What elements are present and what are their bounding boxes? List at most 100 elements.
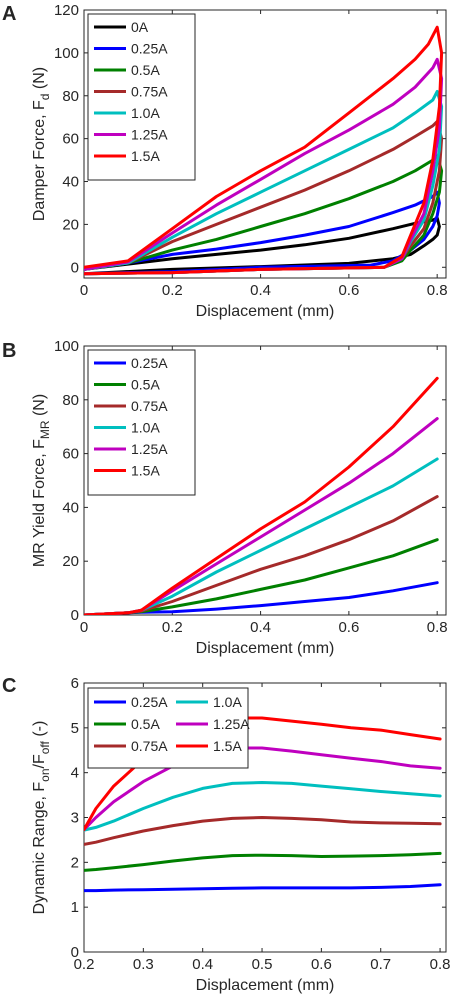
- legend-item: 1.5A: [176, 738, 242, 754]
- series-line-1_5a: [84, 25, 444, 276]
- series-line-0_75a: [84, 816, 442, 846]
- legend-item: 1.25A: [94, 127, 168, 143]
- y-axis-label: Dynamic Range, Fon/Foff (-): [31, 721, 52, 915]
- legend-item: 0.5A: [94, 716, 160, 732]
- legend-item: 1.5A: [94, 463, 160, 479]
- legend-label: 0.5A: [131, 716, 160, 732]
- legend: 0.25A 0.5A 0.75A 1.0A 1.25A 1.5A: [87, 687, 250, 769]
- y-axis-label-unit: (N): [31, 394, 48, 421]
- legend-item: 1.0A: [94, 105, 160, 121]
- series-lines: [84, 376, 439, 615]
- legend-item: 0.5A: [94, 377, 160, 393]
- legend-box: [87, 13, 196, 181]
- y-axis-label-subscript: d: [38, 94, 52, 101]
- legend-label: 0.25A: [131, 355, 168, 371]
- y-tick-label: 1: [71, 899, 79, 916]
- panel-label: B: [2, 340, 16, 362]
- x-tick-label: 0.8: [427, 282, 448, 299]
- y-tick-label: 100: [54, 338, 79, 355]
- legend-label: 1.5A: [213, 738, 242, 754]
- y-axis-label-mid: /F: [31, 754, 48, 768]
- y-axis-label-main: Damper Force, F: [31, 100, 48, 221]
- y-tick-label: 0: [71, 259, 79, 276]
- legend-label: 0.75A: [131, 84, 168, 100]
- x-tick-label: 0.4: [192, 956, 213, 973]
- legend-item: 0.75A: [94, 398, 168, 414]
- legend-label: 0.75A: [131, 738, 168, 754]
- series-line-1_0a: [84, 781, 442, 832]
- legend-label: 1.25A: [213, 716, 250, 732]
- series-line-0_5a: [84, 851, 442, 872]
- legend: 0.25A 0.5A 0.75A 1.0A 1.25A 1.5A: [87, 349, 196, 496]
- legend-label: 1.5A: [131, 148, 160, 164]
- x-tick-label: 0.6: [338, 282, 359, 299]
- x-axis-label: Displacement (mm): [196, 977, 335, 994]
- y-axis-label-unit: (-): [31, 721, 48, 741]
- legend-item: 1.0A: [176, 694, 242, 710]
- y-axis-label: Damper Force, Fd (N): [31, 67, 52, 221]
- y-axis-label-unit: (N): [31, 67, 48, 94]
- legend-item: 1.5A: [94, 148, 160, 164]
- x-tick-label: 0.8: [430, 956, 451, 973]
- legend-item: 0.5A: [94, 62, 160, 78]
- panel-c: 0.2 0.3 0.4 0.5 0.6 0.7 0.8 0 1 2 3 4 5 6 Displacement…: [2, 675, 450, 994]
- legend-label: 0.25A: [131, 694, 168, 710]
- y-tick-label: 5: [71, 720, 79, 737]
- x-tick-label: 0.6: [311, 956, 332, 973]
- legend-label: 0A: [131, 19, 149, 35]
- legend-item: 0.25A: [94, 355, 168, 371]
- legend-label: 0.75A: [131, 398, 168, 414]
- legend-label: 1.25A: [131, 127, 168, 143]
- panel-label: A: [2, 3, 16, 25]
- y-tick-label: 80: [62, 392, 79, 409]
- y-tick-label: 3: [71, 810, 79, 827]
- series-lines: [84, 25, 444, 276]
- y-axis-label-main: Dynamic Range, F: [31, 782, 48, 915]
- x-tick-label: 0.6: [338, 619, 359, 636]
- y-axis-label-subscript: off: [38, 740, 52, 754]
- x-tick-label: 0.4: [250, 619, 271, 636]
- y-tick-label: 60: [62, 131, 79, 148]
- y-tick-label: 4: [71, 765, 79, 782]
- y-tick-label: 120: [54, 2, 79, 19]
- legend-label: 1.0A: [213, 694, 242, 710]
- x-tick-label: 0: [80, 282, 88, 299]
- y-tick-label: 100: [54, 45, 79, 62]
- series-line-0_75a: [84, 495, 439, 615]
- y-axis-label-subscript: on: [38, 768, 52, 781]
- legend-item: 0A: [94, 19, 149, 35]
- legend-item: 0.75A: [94, 738, 168, 754]
- x-tick-label: 0.4: [250, 282, 271, 299]
- series-line-0_25a: [84, 883, 442, 893]
- x-tick-label: 0.8: [427, 619, 448, 636]
- legend-label: 0.5A: [131, 377, 160, 393]
- legend-item: 0.25A: [94, 41, 168, 57]
- legend-item: 1.0A: [94, 420, 160, 436]
- y-tick-label: 0: [71, 944, 79, 961]
- y-tick-label: 80: [62, 88, 79, 105]
- plot-area: [83, 345, 447, 616]
- series-line-1_5a: [84, 376, 439, 615]
- x-tick-label: 0.2: [74, 956, 95, 973]
- x-tick-label: 0: [80, 619, 88, 636]
- x-tick-label: 0.3: [133, 956, 154, 973]
- legend-item: 1.25A: [176, 716, 250, 732]
- y-tick-label: 40: [62, 174, 79, 191]
- y-tick-label: 20: [62, 216, 79, 233]
- panel-a: 0 0.2 0.4 0.6 0.8 0 20 40 60 80 100 120 Displacement…: [2, 2, 448, 320]
- y-tick-label: 6: [71, 675, 79, 692]
- legend-label: 1.0A: [131, 105, 160, 121]
- y-axis-label-subscript: MR: [38, 420, 52, 439]
- y-axis-label-main: MR Yield Force, F: [31, 439, 48, 567]
- x-tick-label: 0.5: [252, 956, 273, 973]
- legend-label: 1.0A: [131, 420, 160, 436]
- y-tick-label: 20: [62, 553, 79, 570]
- x-axis-label: Displacement (mm): [196, 640, 335, 657]
- x-axis-label: Displacement (mm): [196, 303, 335, 320]
- y-tick-label: 40: [62, 499, 79, 516]
- panel-b: 0 0.2 0.4 0.6 0.8 0 20 40 60 80 100 Displacement (m…: [2, 338, 448, 657]
- y-axis-label: MR Yield Force, FMR (N): [31, 394, 52, 567]
- legend-item: 0.75A: [94, 84, 168, 100]
- panel-label: C: [2, 675, 16, 697]
